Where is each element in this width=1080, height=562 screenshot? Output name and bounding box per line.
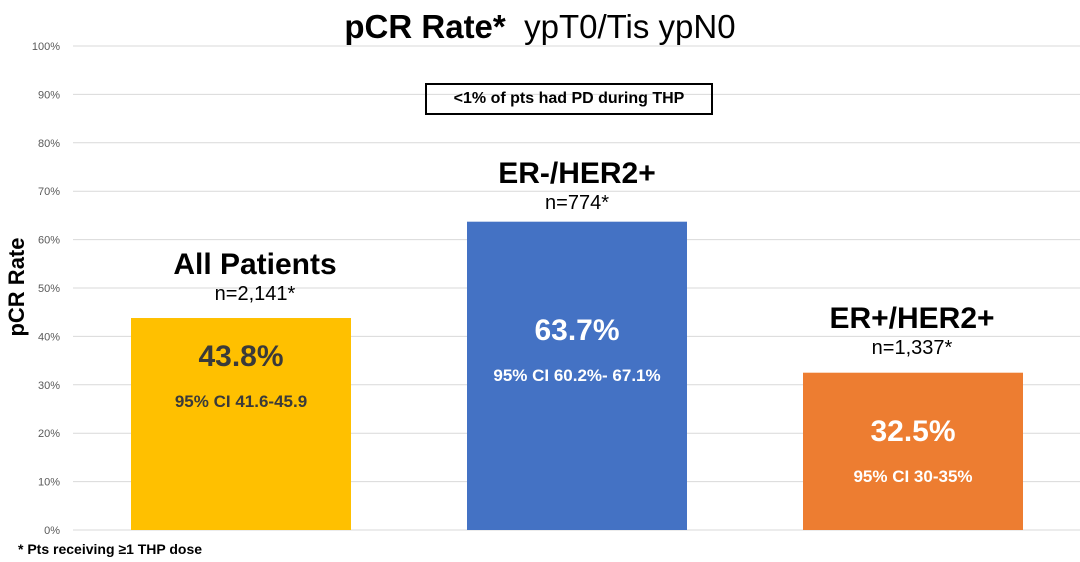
bar [803, 372, 1023, 530]
y-tick-label: 90% [38, 89, 60, 101]
category-label: All Patients [173, 248, 337, 281]
bar [131, 318, 351, 530]
n-label: n=1,337* [871, 337, 953, 359]
n-label: n=774* [545, 192, 609, 214]
chart-title: pCR Rate* ypT0/Tis ypN0 [0, 8, 1080, 46]
y-tick-label: 30% [38, 380, 60, 392]
value-label: 63.7% [534, 314, 620, 347]
title-sub: ypT0/Tis ypN0 [524, 8, 736, 45]
ci-label: 95% CI 30-35% [853, 467, 973, 486]
bar [467, 221, 687, 530]
footnote: * Pts receiving ≥1 THP dose [18, 541, 203, 557]
annotation-box: <1% of pts had PD during THP [425, 83, 713, 115]
value-label: 43.8% [198, 340, 284, 373]
ci-label: 95% CI 41.6-45.9 [174, 392, 308, 411]
y-tick-label: 50% [38, 283, 60, 295]
group-label-all-patients: All Patients n=2,141* [105, 248, 405, 306]
group-label-er-pos: ER+/HER2+ n=1,337* [762, 302, 1062, 360]
bar-label-all-patients: 43.8% 95% CI 41.6-45.9 [131, 340, 351, 412]
y-tick-label: 0% [44, 525, 60, 537]
group-label-er-neg: ER-/HER2+ n=774* [427, 157, 727, 215]
bar-label-er-neg: 63.7% 95% CI 60.2%- 67.1% [467, 314, 687, 386]
y-tick-label: 40% [38, 331, 60, 343]
y-tick-label: 60% [38, 235, 60, 247]
y-tick-label: 70% [38, 186, 60, 198]
title-main: pCR Rate* [344, 8, 506, 45]
y-axis-label: pCR Rate [4, 237, 29, 337]
n-label: n=2,141* [214, 283, 296, 305]
ci-label: 95% CI 60.2%- 67.1% [493, 366, 661, 385]
value-label: 32.5% [870, 415, 956, 448]
y-tick-label: 10% [38, 477, 60, 489]
y-tick-label: 80% [38, 138, 60, 150]
bar-label-er-pos: 32.5% 95% CI 30-35% [803, 415, 1023, 487]
category-label: ER-/HER2+ [498, 157, 656, 190]
y-tick-label: 20% [38, 428, 60, 440]
category-label: ER+/HER2+ [829, 302, 995, 335]
y-tick-label: 100% [32, 41, 60, 53]
